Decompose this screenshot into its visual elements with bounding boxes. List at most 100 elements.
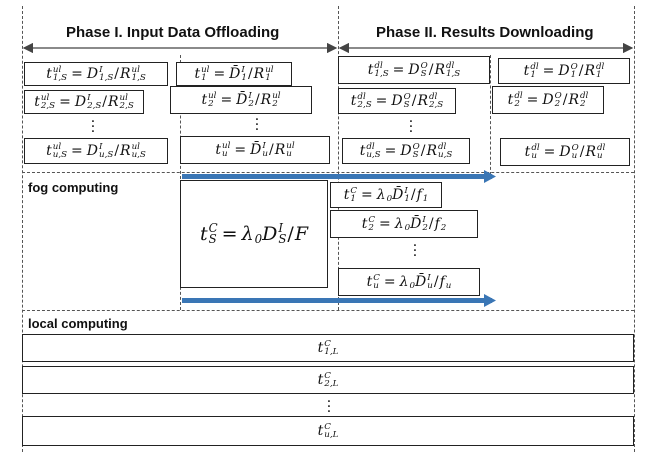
time-symbol-sup: C <box>208 220 218 235</box>
time-symbol-base: t <box>317 422 324 439</box>
fog-computing-label: fog computing <box>28 180 119 195</box>
local-ellipsis: · · · <box>326 394 332 420</box>
lambda-symbol-sub: 0 <box>409 280 416 291</box>
data-symbol-base: D̄ <box>410 215 422 232</box>
operator: = <box>375 93 388 109</box>
freq-symbol-sub: 2 <box>440 222 447 233</box>
rate-symbol-sup: dl <box>446 60 455 71</box>
rate-symbol-sub: 2,S <box>119 100 134 111</box>
time-symbol-base: t <box>507 91 514 108</box>
phase2-left-ellipsis: · · · <box>408 114 414 140</box>
data-symbol-base: D̄ <box>392 186 404 203</box>
divider-left-edge <box>22 6 23 452</box>
time-symbol-base: t <box>343 186 350 203</box>
rate-symbol-base: R <box>108 93 119 110</box>
rate-symbol-sub: 1 <box>265 72 271 83</box>
time-symbol-sup: C <box>373 272 380 283</box>
slash: / <box>420 143 426 159</box>
time-symbol: t ul 1 <box>194 65 209 83</box>
data-symbol-sub: S <box>420 68 427 79</box>
time-symbol-sub: u,S <box>52 149 68 160</box>
data-symbol-sub: S <box>403 99 410 110</box>
data-symbol-base: D <box>262 223 278 245</box>
fog-arrow-head-top <box>484 170 496 183</box>
data-symbol-sub: 2 <box>422 222 428 233</box>
slash: / <box>268 142 274 158</box>
lambda-symbol-sub: 0 <box>404 222 411 233</box>
local-eq-1: t C 1,L <box>22 334 634 362</box>
operator: = <box>234 142 247 158</box>
slash: / <box>428 62 434 78</box>
rate-symbol-base: R <box>120 142 131 159</box>
data-symbol: D̄ I 1 <box>229 64 247 83</box>
time-symbol: t ul 2,S <box>34 93 55 111</box>
time-symbol-sup: C <box>368 214 375 225</box>
data-symbol-base: D̄ <box>250 141 262 158</box>
data-symbol-sup: O <box>420 60 428 71</box>
freq-symbol-base: f <box>439 273 445 290</box>
operator: = <box>384 143 397 159</box>
time-symbol-sub: 2 <box>208 98 214 109</box>
time-symbol-sub: 1 <box>201 72 207 83</box>
fog-arrow-head-bottom <box>484 294 496 307</box>
time-symbol: t dl 1 <box>524 62 539 80</box>
operator: = <box>220 92 233 108</box>
rate-symbol-sub: 1 <box>596 69 602 80</box>
time-symbol: t dl u,S <box>359 142 381 160</box>
rate-symbol-base: R <box>584 62 595 79</box>
data-symbol-base: D̄ <box>415 273 427 290</box>
rate-symbol-sup: ul <box>131 141 140 152</box>
operator: = <box>383 274 396 290</box>
phase-arrows <box>22 42 634 54</box>
time-symbol-sub: u,L <box>324 429 339 440</box>
lambda-symbol-sub: 0 <box>254 231 263 246</box>
data-symbol: D I 1,S <box>86 64 113 83</box>
data-symbol-sup: O <box>403 91 411 102</box>
lambda-symbol-sub: 0 <box>386 193 393 204</box>
time-symbol: t ul 2 <box>201 91 216 109</box>
time-symbol-sub: 1,S <box>374 68 389 79</box>
fog-server-eq: t C S = λ 0 D I S / F <box>180 180 328 288</box>
data-symbol-sub: 1 <box>241 72 247 83</box>
time-symbol-sup: ul <box>52 141 62 152</box>
time-symbol-sub: u <box>222 148 228 159</box>
data-symbol-base: D <box>391 92 403 109</box>
data-symbol-sup: I <box>99 64 103 75</box>
time-symbol-base: t <box>215 141 222 158</box>
freq-symbol-sub: u <box>445 280 452 291</box>
slash: / <box>114 143 120 159</box>
divider-phase2-mid <box>490 55 491 175</box>
lambda-symbol: λ 0 <box>377 187 392 204</box>
rate-symbol-base: R <box>253 65 265 82</box>
time-symbol-sub: u <box>531 150 537 161</box>
data-symbol-sup: I <box>87 92 91 103</box>
data-symbol-sub: 2 <box>554 98 561 109</box>
slash: / <box>287 223 294 245</box>
time-symbol-base: t <box>46 65 52 82</box>
data-symbol-base: D <box>86 65 99 82</box>
rate-symbol-sup: ul <box>272 90 281 101</box>
time-symbol-base: t <box>359 142 366 159</box>
data-symbol-sup: O <box>554 90 562 101</box>
rate-symbol-sub: 1,S <box>131 72 146 83</box>
time-symbol-sub: 1 <box>530 69 536 80</box>
freq-symbol: f 1 <box>417 187 429 204</box>
fog-eq-1: t C 1 = λ 0 D̄ I 1/f 1 <box>330 182 442 208</box>
data-symbol-sup: I <box>422 214 426 225</box>
data-symbol-sub: u,S <box>99 149 114 160</box>
data-symbol-sup: I <box>241 64 245 75</box>
operator: = <box>213 66 226 82</box>
data-symbol-sup: I <box>427 272 431 283</box>
data-symbol-base: D <box>86 142 99 159</box>
lambda-symbol-base: λ <box>376 186 386 203</box>
time-symbol-sub: 1,L <box>324 346 339 357</box>
